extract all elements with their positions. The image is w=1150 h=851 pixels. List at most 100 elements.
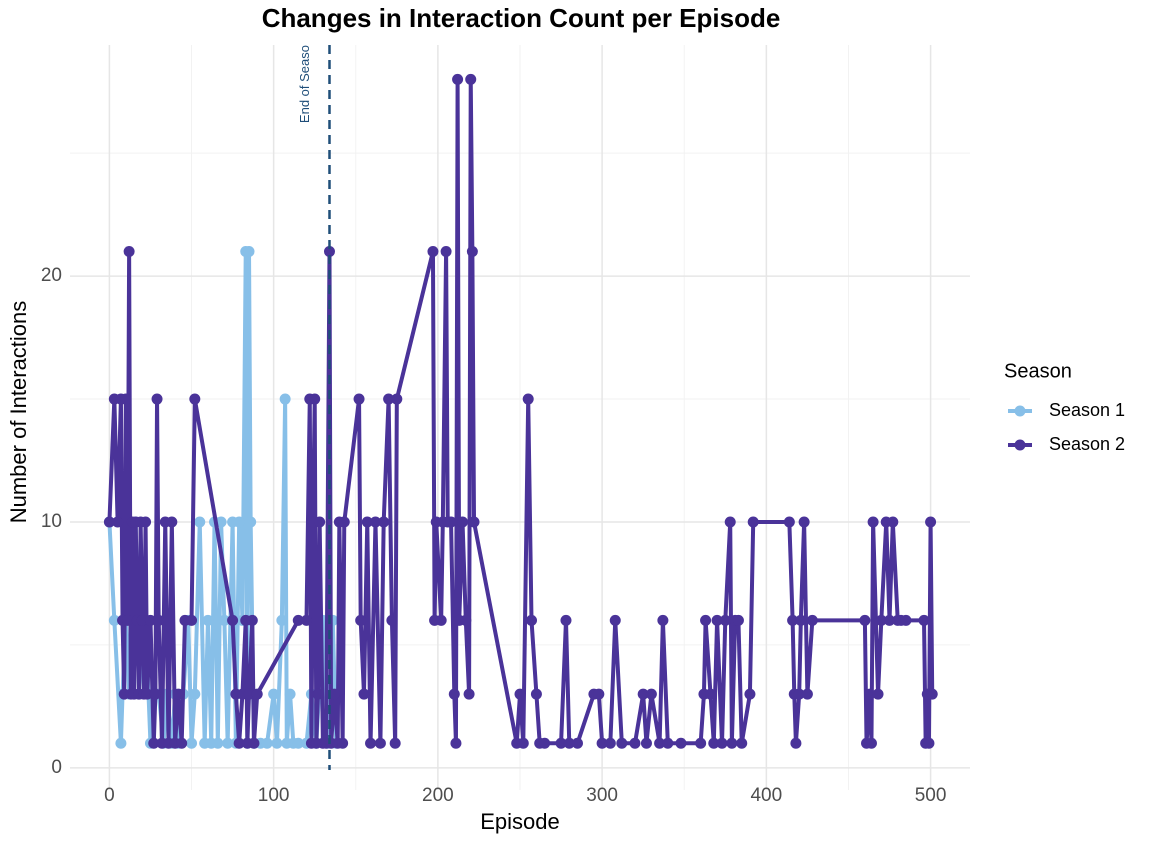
- data-point: [123, 246, 135, 258]
- data-point: [246, 614, 258, 626]
- data-point: [593, 688, 605, 700]
- data-point: [218, 614, 230, 626]
- data-point: [328, 688, 340, 700]
- data-point: [448, 688, 460, 700]
- data-point: [251, 688, 263, 700]
- data-point: [726, 737, 738, 749]
- data-point: [378, 516, 390, 528]
- data-point: [736, 737, 748, 749]
- data-point: [338, 516, 350, 528]
- data-point: [563, 737, 575, 749]
- data-point: [918, 614, 930, 626]
- data-point: [233, 516, 245, 528]
- data-point: [312, 688, 324, 700]
- data-point: [149, 688, 161, 700]
- data-point: [215, 516, 227, 528]
- data-point: [798, 516, 810, 528]
- data-point: [884, 614, 896, 626]
- data-point: [151, 393, 163, 405]
- data-point: [227, 614, 239, 626]
- data-point: [279, 393, 291, 405]
- data-point: [801, 688, 813, 700]
- data-point: [108, 614, 120, 626]
- data-point: [695, 737, 707, 749]
- legend-marker: [1014, 405, 1026, 417]
- reference-label: End of Seaso: [297, 45, 312, 123]
- data-point: [115, 737, 127, 749]
- data-point: [189, 393, 201, 405]
- data-point: [609, 614, 621, 626]
- data-point: [708, 737, 720, 749]
- data-point: [383, 393, 395, 405]
- data-point: [790, 737, 802, 749]
- data-point: [176, 737, 188, 749]
- data-point: [374, 737, 386, 749]
- data-point: [530, 688, 542, 700]
- data-point: [747, 516, 759, 528]
- data-point: [522, 393, 534, 405]
- data-point: [355, 614, 367, 626]
- x-tick-label: 300: [586, 785, 618, 806]
- data-point: [172, 688, 184, 700]
- data-point: [662, 737, 674, 749]
- data-point: [365, 737, 377, 749]
- data-point: [353, 393, 365, 405]
- data-point: [859, 614, 871, 626]
- legend-title: Season: [1004, 360, 1072, 382]
- data-point: [596, 737, 608, 749]
- data-point: [539, 737, 551, 749]
- x-tick-label: 200: [422, 785, 454, 806]
- x-axis-title: Episode: [480, 809, 560, 834]
- data-point: [276, 614, 288, 626]
- data-point: [212, 737, 224, 749]
- data-point: [148, 737, 160, 749]
- data-point: [248, 737, 260, 749]
- data-point: [732, 614, 744, 626]
- data-point: [140, 516, 152, 528]
- legend-label: Season 1: [1049, 400, 1125, 420]
- data-point: [719, 614, 731, 626]
- data-point: [358, 688, 370, 700]
- data-point: [435, 614, 447, 626]
- data-point: [787, 614, 799, 626]
- series-line: [107, 77, 935, 746]
- data-point: [361, 516, 373, 528]
- data-point: [560, 614, 572, 626]
- data-point: [112, 516, 124, 528]
- data-point: [194, 516, 206, 528]
- data-point: [386, 614, 398, 626]
- data-point: [243, 688, 255, 700]
- data-point: [121, 614, 133, 626]
- data-point: [314, 516, 326, 528]
- data-point: [189, 688, 201, 700]
- data-point: [144, 614, 156, 626]
- data-point: [616, 737, 628, 749]
- data-point: [457, 516, 469, 528]
- data-point: [654, 737, 666, 749]
- data-point: [141, 688, 153, 700]
- data-point: [900, 614, 912, 626]
- data-point: [865, 737, 877, 749]
- data-point: [452, 73, 464, 85]
- data-point: [926, 688, 938, 700]
- data-point: [271, 737, 283, 749]
- data-point: [514, 688, 526, 700]
- data-point: [300, 614, 312, 626]
- data-point: [186, 614, 198, 626]
- data-point: [645, 688, 657, 700]
- data-point: [440, 246, 452, 258]
- y-tick-label: 0: [51, 757, 62, 778]
- data-point: [245, 516, 257, 528]
- data-point: [925, 516, 937, 528]
- data-point: [864, 688, 876, 700]
- data-point: [724, 516, 736, 528]
- y-axis-title: Number of Interactions: [6, 301, 31, 524]
- data-point: [465, 73, 477, 85]
- data-point: [744, 688, 756, 700]
- data-point: [450, 737, 462, 749]
- data-point: [555, 737, 567, 749]
- data-point: [284, 688, 296, 700]
- data-point: [391, 393, 403, 405]
- legend-label: Season 2: [1049, 434, 1125, 454]
